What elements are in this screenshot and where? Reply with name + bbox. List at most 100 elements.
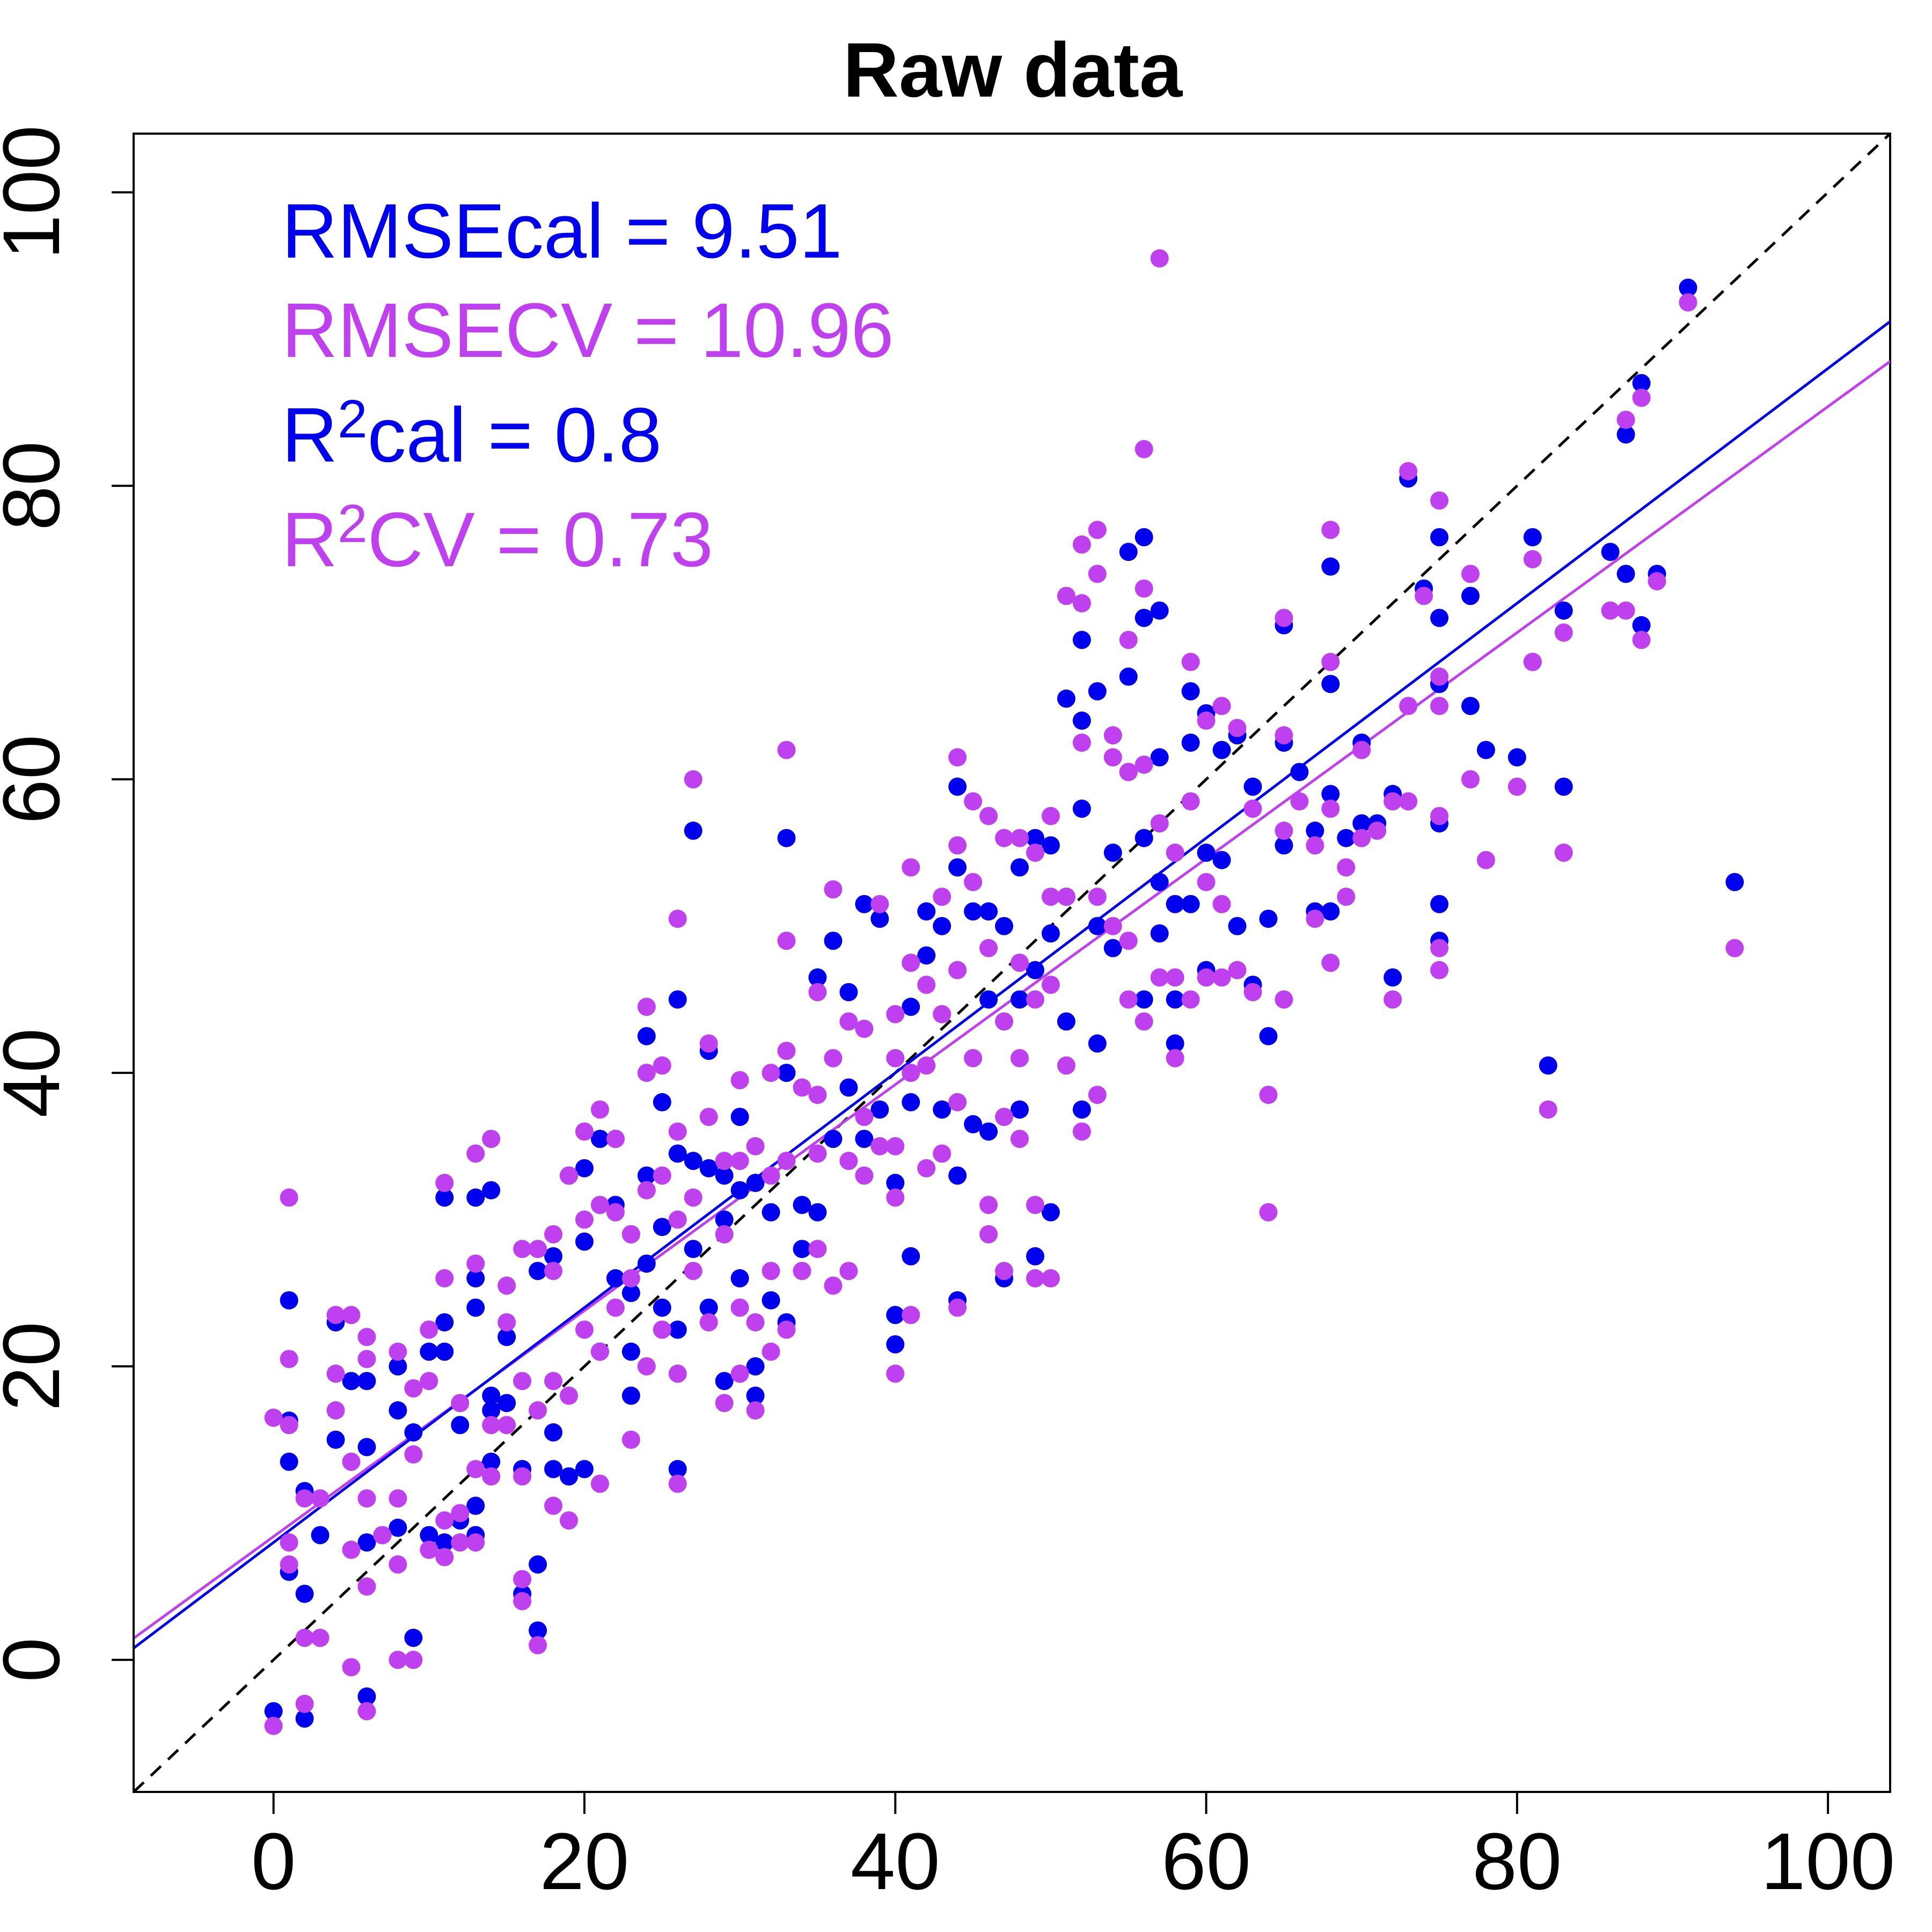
cv-point <box>777 741 796 759</box>
cv-point <box>1430 491 1449 510</box>
cal-point <box>1507 748 1526 767</box>
cv-point <box>404 1650 423 1669</box>
cv-point <box>1057 887 1075 906</box>
cv-point <box>1648 572 1666 591</box>
cv-point <box>824 1276 843 1295</box>
cv-point <box>1135 755 1153 774</box>
cal-point <box>295 1584 314 1603</box>
cv-point <box>1430 667 1449 686</box>
cv-point <box>762 1166 780 1185</box>
cv-point <box>746 1313 765 1331</box>
cal-point <box>1026 1247 1044 1265</box>
cv-point <box>1632 389 1651 407</box>
cv-point <box>1321 799 1340 818</box>
cal-point <box>917 902 936 921</box>
cal-point <box>529 1621 547 1640</box>
cv-point <box>295 1628 314 1647</box>
cal-point <box>1026 961 1044 979</box>
cal-point <box>637 1254 656 1273</box>
cal-point <box>1119 667 1138 686</box>
cal-point <box>1212 851 1231 869</box>
cv-point <box>808 983 827 1001</box>
cv-point <box>1026 1269 1044 1287</box>
cal-point <box>808 968 827 987</box>
cv-point <box>420 1372 438 1391</box>
cv-point <box>466 1254 485 1273</box>
cv-point <box>1057 1056 1075 1075</box>
cv-point <box>1088 565 1107 583</box>
cv-point <box>948 1093 967 1111</box>
cv-point <box>1275 726 1293 745</box>
cal-point <box>948 777 967 796</box>
cv-point <box>513 1240 532 1258</box>
cal-point <box>1057 1012 1075 1031</box>
cal-point <box>1057 689 1075 708</box>
cal-point <box>420 1342 438 1361</box>
y-tick-label: 40 <box>0 1028 76 1118</box>
cal-point <box>1103 843 1122 862</box>
cv-point <box>1072 1122 1091 1141</box>
cv-point <box>1135 1012 1153 1031</box>
cv-point <box>357 1328 376 1346</box>
cv-point <box>668 909 687 928</box>
cv-point <box>1352 829 1371 847</box>
cv-point <box>1026 843 1044 862</box>
cal-point <box>435 1188 454 1207</box>
cal-point <box>497 1394 516 1413</box>
cal-point <box>357 1372 376 1391</box>
cv-point <box>870 1137 889 1155</box>
cv-point <box>1166 968 1184 987</box>
cv-point <box>1010 1049 1029 1067</box>
cal-point <box>1430 895 1449 913</box>
cal-point <box>933 1100 952 1119</box>
cal-point <box>280 1452 298 1471</box>
cal-point <box>621 1386 640 1405</box>
cv-point <box>1415 587 1433 605</box>
cv-point <box>357 1350 376 1368</box>
cv-point <box>979 1225 998 1243</box>
cv-point <box>948 961 967 979</box>
cv-point <box>1181 990 1200 1009</box>
cv-point <box>902 954 920 972</box>
cv-point <box>575 1210 594 1229</box>
cv-point <box>606 1298 625 1317</box>
cv-point <box>435 1269 454 1287</box>
cal-point <box>1321 675 1340 693</box>
cv-point <box>1103 917 1122 935</box>
cv-point <box>933 887 952 906</box>
cv-point <box>1616 411 1635 429</box>
cv-point <box>793 1078 811 1097</box>
cv-point <box>389 1489 407 1508</box>
cal-point <box>606 1269 625 1287</box>
cv-point <box>435 1548 454 1567</box>
cv-point <box>808 1240 827 1258</box>
cal-point <box>637 1027 656 1045</box>
cv-point <box>684 1262 702 1280</box>
cv-point <box>621 1430 640 1449</box>
cal-point <box>715 1166 734 1185</box>
cal-point <box>886 1335 905 1353</box>
cv-point <box>762 1262 780 1280</box>
cv-point <box>420 1540 438 1559</box>
cv-point <box>1384 792 1402 811</box>
cv-point <box>435 1511 454 1530</box>
cal-point <box>1166 990 1184 1009</box>
cv-point <box>295 1694 314 1713</box>
cv-point <box>1072 594 1091 613</box>
cv-point <box>1135 440 1153 458</box>
cal-point <box>948 858 967 877</box>
cv-point <box>342 1452 361 1471</box>
cv-point <box>326 1364 345 1383</box>
cal-point <box>746 1357 765 1375</box>
cal-point <box>948 1166 967 1185</box>
cal-point <box>715 1372 734 1391</box>
cv-point <box>1041 976 1060 994</box>
cal-point <box>1212 741 1231 759</box>
cal-point <box>653 1218 671 1236</box>
cal-point <box>653 1298 671 1317</box>
cal-point <box>964 1115 983 1133</box>
cal-point <box>389 1518 407 1537</box>
cv-point <box>948 1298 967 1317</box>
cv-point <box>1306 836 1324 855</box>
cv-point <box>1243 983 1262 1001</box>
